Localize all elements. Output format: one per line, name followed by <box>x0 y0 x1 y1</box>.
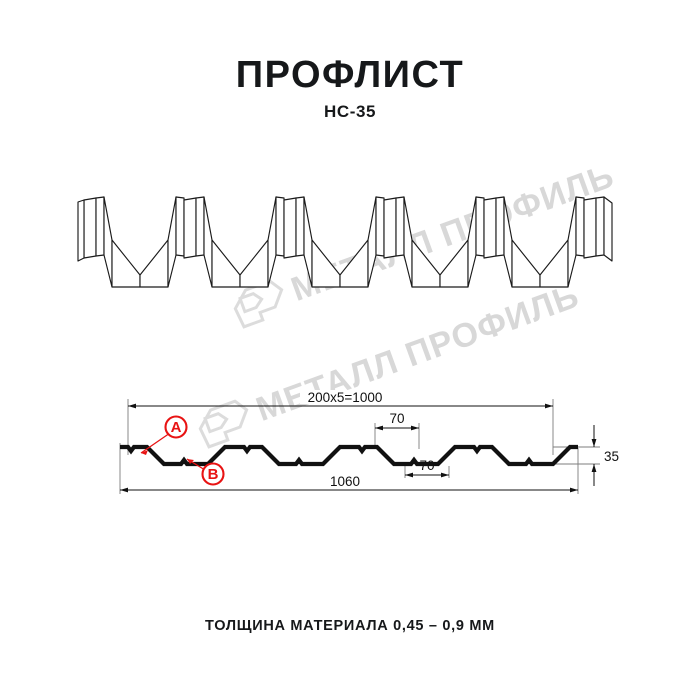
corrugation-unit-1 <box>83 196 185 288</box>
corrugation-unit-5 <box>483 196 585 288</box>
dimension-total-width: 1060 <box>120 474 578 493</box>
dimension-working-width: 200x5=1000 <box>128 390 553 409</box>
corrugation-unit-4 <box>383 196 485 288</box>
callout-b: B <box>186 458 225 486</box>
product-model: НС-35 <box>323 102 377 121</box>
dimension-profile-height-label: 35 <box>604 449 619 464</box>
corrugation-start-face <box>77 199 85 262</box>
dimension-total-width-label: 1060 <box>330 474 360 489</box>
witness-lines <box>119 399 600 494</box>
dimension-working-width-label: 200x5=1000 <box>308 390 383 405</box>
corrugation-end-face <box>583 196 613 262</box>
corrugation-unit-3 <box>283 196 385 288</box>
callout-a-label: A <box>171 419 182 436</box>
material-thickness-note: ТОЛЩИНА МАТЕРИАЛА 0,45 – 0,9 ММ <box>205 618 495 634</box>
dimension-profile-height: 35 <box>591 425 619 486</box>
page-title: ПРОФЛИСТ <box>235 54 465 96</box>
callout-a-circle <box>164 415 188 439</box>
dimension-top-flange: 70 <box>375 411 419 431</box>
dimension-top-flange-label: 70 <box>389 411 404 426</box>
callout-a: A <box>140 415 188 455</box>
callout-b-circle <box>201 462 225 486</box>
callout-b-label: B <box>208 466 219 483</box>
corrugation-unit-2 <box>183 196 285 288</box>
profile-section-outline <box>120 444 578 467</box>
